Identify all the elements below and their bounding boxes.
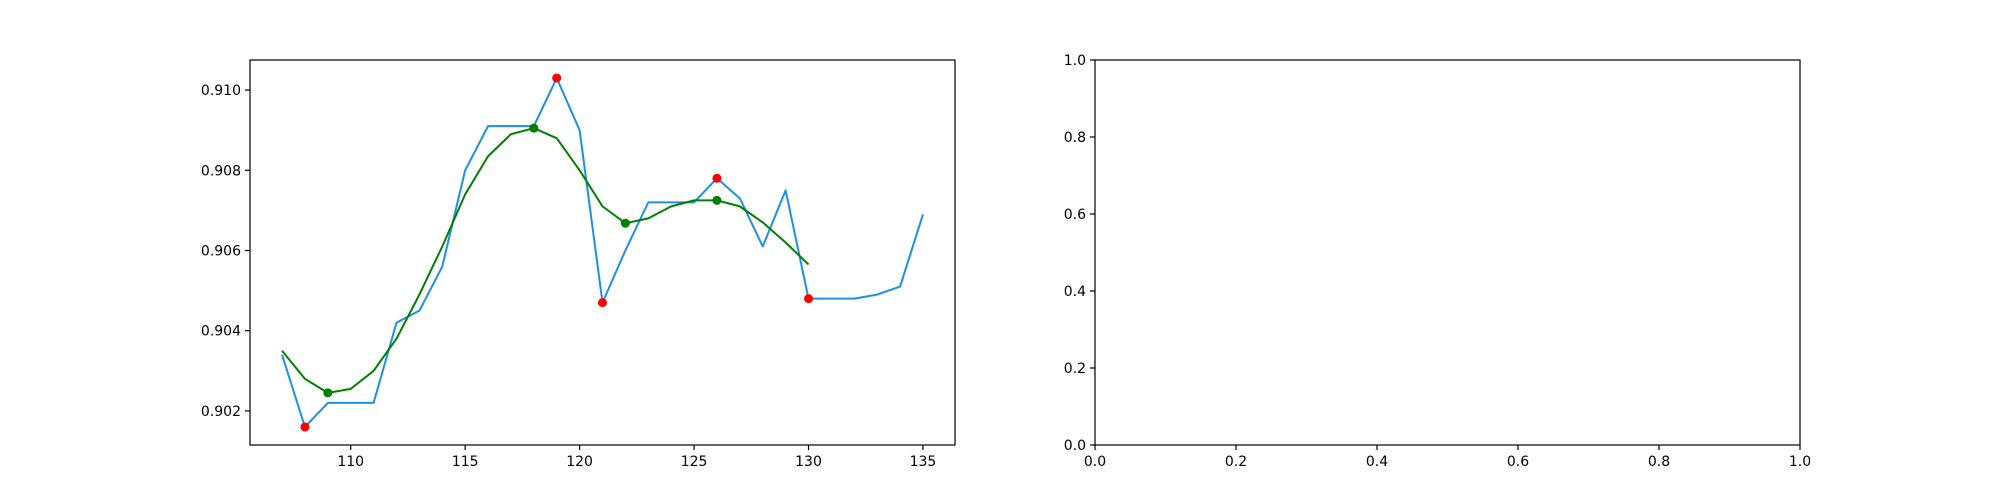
marker-point [804, 294, 814, 304]
marker-point [552, 73, 562, 83]
x-tick-label: 0.6 [1507, 454, 1529, 470]
x-tick-label: 130 [795, 454, 822, 470]
marker-point [529, 123, 539, 133]
y-tick-label: 0.4 [1064, 284, 1086, 300]
x-tick-label: 1.0 [1789, 454, 1811, 470]
left-axes: 110 115 120 125 130 135 0.902 0.904 0.906 0.908 0.… [201, 59, 956, 470]
axes-frame [1094, 59, 1801, 446]
marker-point [598, 298, 607, 308]
marker-point [323, 388, 333, 398]
marker-point [712, 173, 722, 183]
x-tick-label: 115 [452, 454, 479, 470]
y-tick-label: 0.910 [201, 83, 241, 99]
y-tick-label: 1.0 [1064, 53, 1086, 69]
x-tick-label: 110 [337, 454, 364, 470]
marker-point [620, 218, 630, 228]
x-tick-label: 135 [910, 454, 937, 470]
x-tick-label: 0.4 [1366, 454, 1388, 470]
y-tick-label: 0.8 [1064, 130, 1086, 146]
y-tick-label: 0.6 [1064, 207, 1086, 223]
y-tick-label: 0.0 [1064, 438, 1086, 454]
x-tick-label: 0.0 [1084, 454, 1106, 470]
x-tick-label: 120 [566, 454, 593, 470]
y-tick-label: 0.2 [1064, 361, 1086, 377]
y-tick-label: 0.904 [201, 324, 241, 340]
axes-frame [249, 59, 956, 446]
x-tick-label: 0.2 [1225, 454, 1247, 470]
y-tick-label: 0.908 [201, 163, 241, 179]
y-tick-label: 0.906 [201, 243, 241, 259]
y-tick-label: 0.902 [201, 404, 241, 420]
right-axes: 0.0 0.2 0.4 0.6 0.8 1.0 0.0 0.2 0.4 0.6 0.8 1.0 [1064, 53, 1811, 470]
x-tick-label: 125 [681, 454, 708, 470]
x-tick-label: 0.8 [1648, 454, 1670, 470]
marker-point [712, 195, 722, 205]
marker-point [300, 422, 310, 432]
